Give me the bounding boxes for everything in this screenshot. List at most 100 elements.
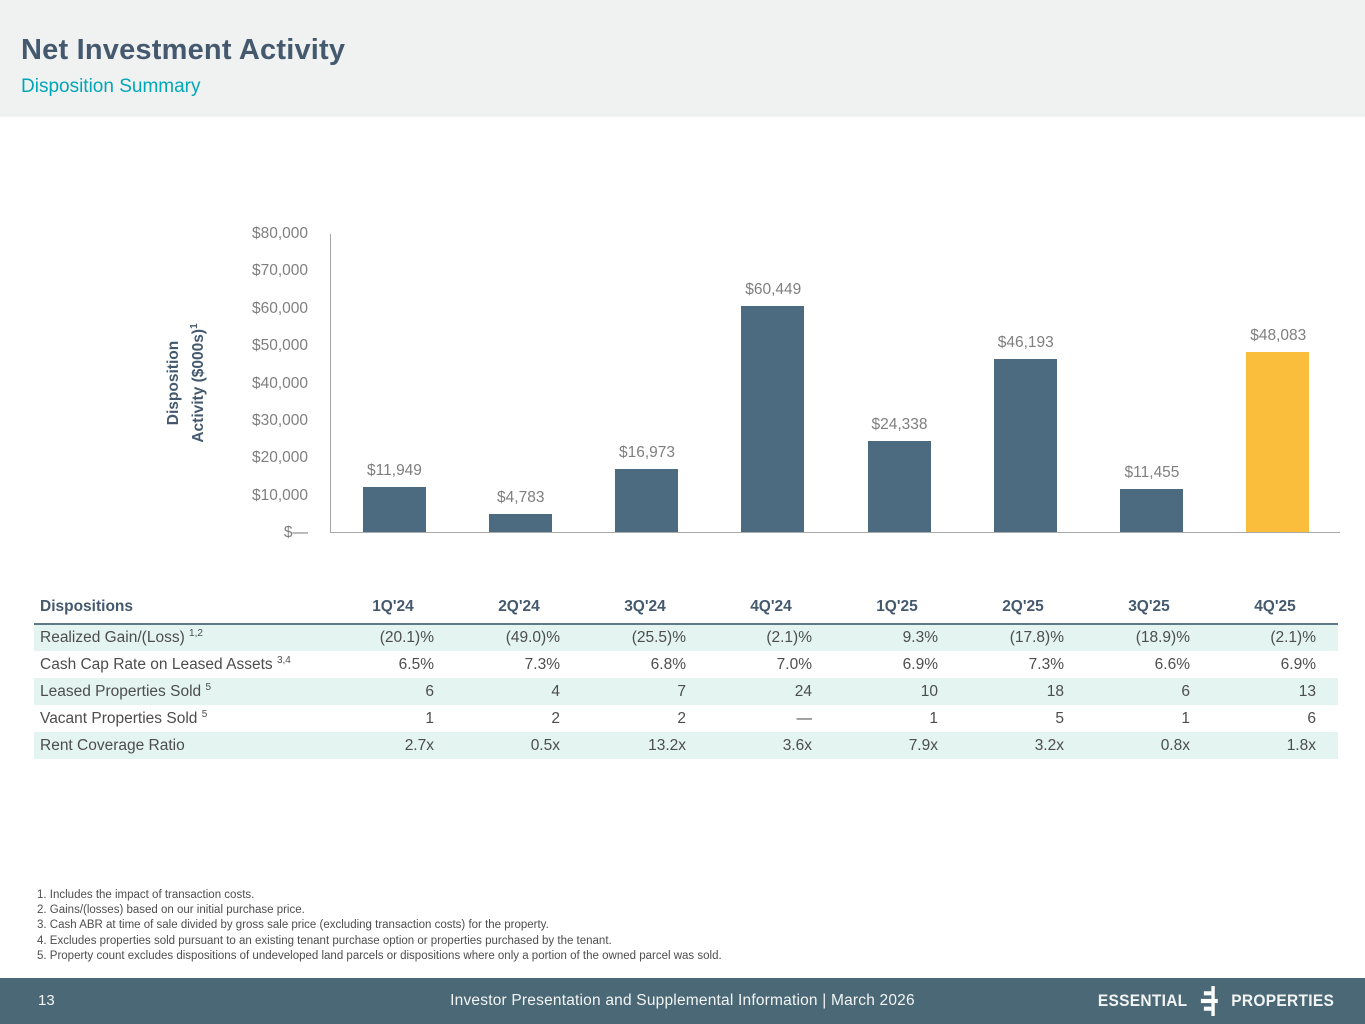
y-tick-label: $30,000: [251, 411, 308, 429]
row-label: Vacant Properties Sold 5: [40, 708, 208, 728]
footnote-ref: 1,2: [189, 628, 203, 640]
essential-properties-logo-icon: [1200, 986, 1218, 1016]
table-row: Vacant Properties Sold 5 1 2 2 — 1 5 1 6: [34, 705, 1338, 732]
row-value: —: [796, 709, 813, 727]
bar-value-label: $48,083: [1250, 327, 1307, 344]
bar-value-label: $46,193: [997, 334, 1054, 351]
footer-bar: 13 Investor Presentation and Supplementa…: [0, 978, 1365, 1024]
row-value: 13: [1298, 682, 1316, 700]
dispositions-table-head: Dispositions 1Q'24 2Q'24 3Q'24 4Q'24 1Q'25 2Q…: [34, 594, 1338, 625]
table-header-dispositions: Dispositions: [34, 594, 330, 625]
table-row: Realized Gain/(Loss) 1,2 (20.1)% (49.0)% (2…: [34, 624, 1338, 651]
row-value: 0.5x: [530, 736, 560, 754]
row-value: 6.9%: [902, 655, 938, 673]
row-value: 1: [425, 709, 434, 727]
footnote: 2. Gains/(losses) based on our initial p…: [37, 904, 305, 917]
row-value: 1: [1181, 709, 1190, 727]
footnote: 5. Property count excludes dispositions …: [37, 949, 722, 962]
y-tick-label: $50,000: [251, 337, 308, 355]
y-axis-title-footnote-ref: 1: [189, 323, 200, 329]
bar-1Q'25: [867, 441, 931, 532]
row-value: (2.1)%: [766, 629, 812, 646]
table-header-3Q'25: 3Q'25: [1086, 594, 1212, 625]
row-value: 6: [1181, 682, 1190, 700]
bar-4Q'24: [741, 306, 805, 532]
bar-value-label: $16,973: [618, 444, 676, 461]
y-tick-label: $20,000: [251, 449, 308, 467]
y-tick-label: $10,000: [251, 486, 308, 504]
row-value: 7.0%: [776, 655, 812, 673]
row-value: 3.6x: [782, 736, 812, 754]
footnote-ref: 3,4: [276, 654, 291, 666]
row-value: 1.8x: [1286, 736, 1316, 754]
table-header-row: Dispositions 1Q'24 2Q'24 3Q'24 4Q'24 1Q'25 2Q…: [34, 594, 1338, 625]
row-label: Cash Cap Rate on Leased Assets 3,4: [40, 654, 291, 674]
row-value: 6: [1307, 709, 1316, 727]
bar-value-label: $24,338: [871, 416, 928, 433]
footer-caption: Investor Presentation and Supplemental I…: [450, 992, 915, 1009]
logo-word-properties: PROPERTIES: [1230, 991, 1334, 1010]
row-value: 7.3%: [524, 655, 560, 673]
row-value: (49.0)%: [505, 629, 560, 646]
row-value: 9.3%: [902, 629, 938, 646]
table-header-2Q'24: 2Q'24: [456, 594, 582, 625]
table-row: Cash Cap Rate on Leased Assets 3,4 6.5% 7.…: [34, 651, 1338, 678]
dispositions-table: Dispositions 1Q'24 2Q'24 3Q'24 4Q'24 1Q'25 2Q…: [34, 594, 1338, 759]
page-subtitle: Disposition Summary: [21, 76, 201, 97]
footnote-ref: 5: [201, 708, 208, 720]
page-title: Net Investment Activity: [21, 34, 346, 66]
bar-value-label: $4,783: [497, 489, 545, 506]
bar-3Q'24: [615, 469, 679, 532]
row-value: 2: [677, 709, 686, 727]
page-number: 13: [38, 992, 55, 1009]
table-row: Rent Coverage Ratio 2.7x 0.5x 13.2x 3.6x 7.9x…: [34, 732, 1338, 759]
row-value: 10: [920, 682, 938, 700]
bar-1Q'24: [362, 487, 426, 532]
row-value: (17.8)%: [1009, 629, 1064, 646]
table-header-4Q'25: 4Q'25: [1212, 594, 1338, 625]
row-value: 0.8x: [1160, 736, 1190, 754]
row-value: 18: [1046, 682, 1064, 700]
y-tick-label: $40,000: [251, 374, 308, 392]
bar-3Q'25: [1120, 489, 1184, 532]
row-value: (18.9)%: [1135, 629, 1190, 646]
table-row: Leased Properties Sold 5 6 4 7 24 10 18 6 13: [34, 678, 1338, 705]
row-value: (25.5)%: [631, 629, 686, 646]
row-value: 1: [929, 709, 938, 727]
row-value: 7: [677, 682, 686, 700]
logo-word-essential: ESSENTIAL: [1098, 991, 1188, 1010]
row-value: (20.1)%: [379, 629, 434, 646]
row-value: 6.5%: [398, 655, 434, 673]
row-value: 24: [794, 682, 812, 700]
y-tick-label: $60,000: [251, 299, 308, 317]
row-value: 5: [1055, 709, 1064, 727]
table-header-1Q'24: 1Q'24: [330, 594, 456, 625]
table-header-3Q'24: 3Q'24: [582, 594, 708, 625]
table-header-4Q'24: 4Q'24: [708, 594, 834, 625]
table-header-2Q'25: 2Q'25: [960, 594, 1086, 625]
row-value: 2.7x: [404, 736, 434, 754]
row-value: 7.3%: [1028, 655, 1064, 673]
row-value: (2.1)%: [1270, 629, 1316, 646]
header-band: Net Investment Activity Disposition Summ…: [0, 0, 1365, 117]
row-value: 7.9x: [908, 736, 938, 754]
bar-2Q'25: [993, 359, 1057, 532]
bar-value-label: $60,449: [745, 281, 802, 298]
row-value: 6.6%: [1154, 655, 1190, 673]
row-value: 6: [425, 682, 434, 700]
footnote: 3. Cash ABR at time of sale divided by g…: [37, 919, 549, 932]
footnote: 1. Includes the impact of transaction co…: [37, 889, 255, 901]
row-value: 3.2x: [1034, 736, 1064, 754]
y-tick-label: $70,000: [251, 262, 308, 280]
bar-value-label: $11,949: [367, 462, 422, 479]
row-label: Realized Gain/(Loss) 1,2: [40, 628, 203, 647]
disposition-bar-chart: Disposition Activity ($000s)1 $80,000 $70…: [165, 225, 1340, 541]
footnote-ref: 5: [205, 681, 211, 693]
dispositions-table-body: Realized Gain/(Loss) 1,2 (20.1)% (49.0)% (2…: [34, 624, 1338, 759]
row-value: 6.8%: [650, 655, 686, 673]
bar-value-label: $11,455: [1124, 464, 1180, 481]
row-label: Rent Coverage Ratio: [40, 736, 185, 754]
footnote: 4. Excludes properties sold pursuant to …: [37, 934, 612, 947]
row-value: 4: [551, 682, 560, 700]
